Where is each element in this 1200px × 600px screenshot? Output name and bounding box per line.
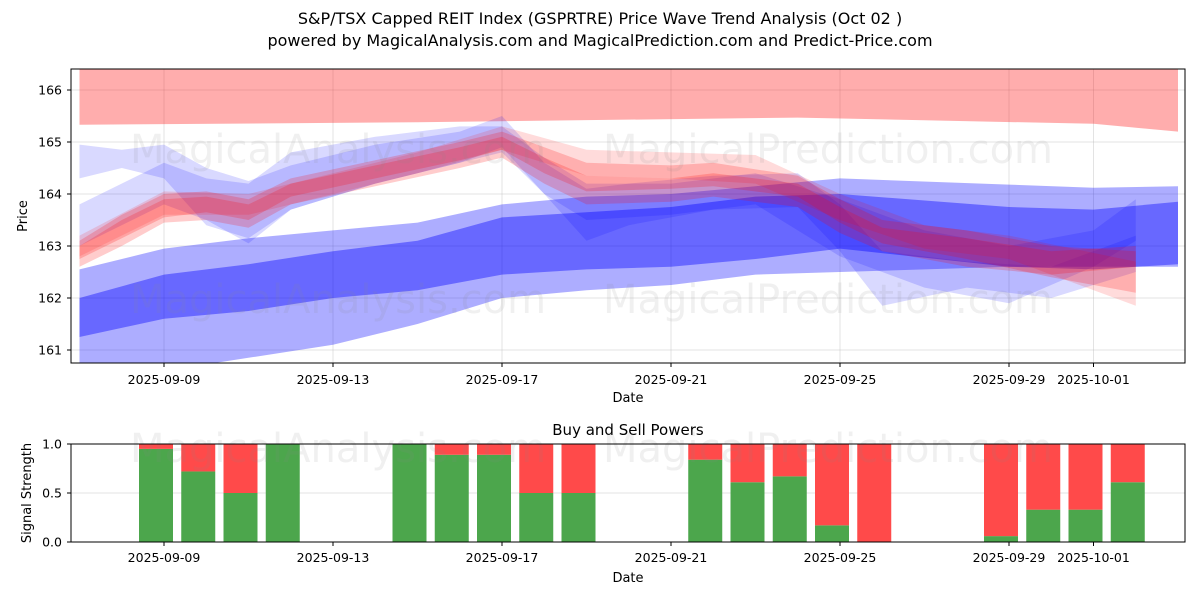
- price-band-blue-3: [79, 116, 1136, 306]
- price-band-red-6: [79, 136, 1136, 275]
- main-gridlines: [71, 69, 1185, 363]
- sell-bar: [1068, 444, 1103, 510]
- main-y-axis: 161 162 163 164 165 166: [38, 83, 71, 358]
- x-tick-label: 2025-09-25: [804, 550, 877, 565]
- sell-bar: [984, 444, 1018, 537]
- buy-bar: [984, 536, 1018, 542]
- watermark: MagicalPrediction.com: [603, 277, 1053, 323]
- x-tick-label: 2025-10-01: [1057, 550, 1130, 565]
- watermark: MagicalAnalysis.com: [130, 277, 546, 323]
- y-tick-label: 1.0: [42, 437, 62, 452]
- y-tick-label: 163: [38, 239, 62, 254]
- buy-bar: [1026, 509, 1061, 542]
- watermark: MagicalPrediction.com: [603, 127, 1053, 173]
- buy-bar: [181, 471, 216, 542]
- y-tick-label: 166: [38, 83, 62, 98]
- sell-bar: [181, 444, 216, 472]
- y-tick-label: 0.5: [42, 486, 62, 501]
- x-tick-label: 2025-09-17: [466, 550, 539, 565]
- x-tick-label: 2025-09-17: [466, 372, 539, 387]
- price-band-blue-2: [79, 194, 1178, 337]
- x-tick-label: 2025-09-21: [635, 550, 708, 565]
- x-tick-label: 2025-09-25: [804, 372, 877, 387]
- sub-chart-title: Buy and Sell Powers: [552, 421, 704, 439]
- x-tick-label: 2025-09-13: [297, 372, 370, 387]
- main-x-axis-label: Date: [612, 391, 643, 406]
- sell-bar: [857, 444, 892, 542]
- sell-bar: [561, 444, 596, 493]
- y-tick-label: 0.0: [42, 535, 62, 550]
- x-tick-label: 2025-09-09: [128, 372, 201, 387]
- watermark: MagicalPrediction.com: [603, 426, 1053, 472]
- chart-title: S&P/TSX Capped REIT Index (GSPRTRE) Pric…: [297, 9, 903, 28]
- sell-bar: [139, 444, 173, 449]
- sell-bar: [772, 444, 807, 477]
- sell-bar: [688, 444, 723, 460]
- main-x-axis: 2025-09-09 2025-09-13 2025-09-17 2025-09-21…: [128, 363, 1130, 387]
- buy-bar: [519, 493, 554, 542]
- sell-bar: [1026, 444, 1061, 510]
- sub-y-axis: 0.0 0.5 1.0: [42, 437, 71, 550]
- buy-bar: [265, 444, 300, 542]
- buy-bar: [434, 454, 469, 542]
- sub-x-axis-label: Date: [612, 571, 643, 586]
- price-band-red-7: [79, 126, 1136, 306]
- buy-bar: [815, 525, 849, 542]
- sub-watermarks: MagicalAnalysis.com MagicalPrediction.co…: [130, 426, 1053, 472]
- y-tick-label: 164: [38, 187, 62, 202]
- x-tick-label: 2025-09-09: [128, 550, 201, 565]
- price-band-red-5: [79, 131, 1136, 293]
- sell-bar: [815, 444, 849, 526]
- buy-bar: [1110, 482, 1145, 542]
- buy-bar: [477, 454, 511, 542]
- sell-bar: [1110, 444, 1145, 483]
- watermark: MagicalAnalysis.com: [130, 127, 546, 173]
- sell-bar: [519, 444, 554, 493]
- x-tick-label: 2025-09-29: [973, 550, 1046, 565]
- sell-bar: [223, 444, 258, 493]
- buy-bar: [730, 482, 765, 542]
- sell-bar: [477, 444, 511, 455]
- price-band-red-0: [79, 69, 1178, 132]
- x-tick-label: 2025-09-29: [973, 372, 1046, 387]
- x-tick-label: 2025-09-13: [297, 550, 370, 565]
- sell-bar: [730, 444, 765, 483]
- price-band-blue-1: [79, 178, 1178, 363]
- main-y-axis-label: Price: [16, 200, 31, 232]
- y-tick-label: 161: [38, 343, 62, 358]
- buy-bar: [139, 448, 173, 542]
- buy-bar: [392, 444, 427, 542]
- watermark: MagicalAnalysis.com: [130, 426, 546, 472]
- sell-bar: [434, 444, 469, 455]
- sub-y-axis-label: Signal Strength: [20, 443, 35, 543]
- y-tick-label: 165: [38, 135, 62, 150]
- y-tick-label: 162: [38, 291, 62, 306]
- main-watermarks: MagicalAnalysis.com MagicalPrediction.co…: [130, 127, 1053, 323]
- sub-x-axis: 2025-09-09 2025-09-13 2025-09-17 2025-09-21…: [128, 542, 1130, 565]
- price-band-blue-4: [79, 126, 1136, 304]
- buy-bar: [561, 493, 596, 542]
- price-bands: [79, 69, 1178, 363]
- chart-subtitle: powered by MagicalAnalysis.com and Magic…: [267, 31, 933, 50]
- buy-sell-bars: [139, 444, 1145, 542]
- buy-bar: [1068, 509, 1103, 542]
- buy-bar: [772, 476, 807, 542]
- x-tick-label: 2025-09-21: [635, 372, 708, 387]
- x-tick-label: 2025-10-01: [1057, 372, 1130, 387]
- buy-bar: [223, 493, 258, 542]
- buy-bar: [688, 459, 723, 542]
- main-plot-frame: [70, 68, 1186, 364]
